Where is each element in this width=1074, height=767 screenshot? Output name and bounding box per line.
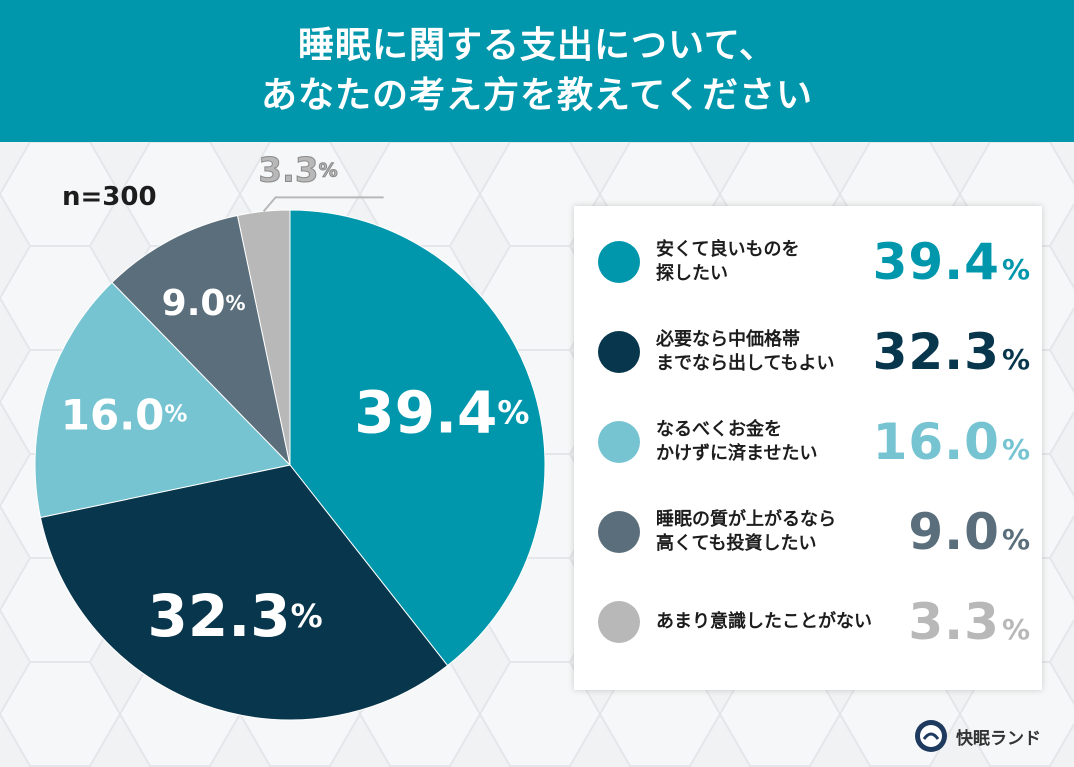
pie-slice-1 [39,464,449,721]
pie-slice-3 [111,214,291,467]
title-line-2: あなたの考え方を教えてください [260,75,814,116]
slice-value-label-1: 32.3% [148,582,323,650]
legend-swatch-0 [598,241,640,283]
pie-chart: 39.4% 32.3% 16.0% 9.0% 3.3% [34,150,546,721]
legend-value-3: 9.0% [908,503,1030,561]
legend-value-1: 32.3% [872,323,1030,381]
legend-item-1: 必要なら中価格帯 までなら出してもよい 32.3% [574,312,1042,392]
slice-value-label-0: 39.4% [354,378,529,446]
slice-value-label-4: 3.3% [258,151,337,191]
legend-label-2: なるべくお金を かけずに済ませたい [656,419,818,464]
slice-value-label-2: 16.0% [61,390,188,439]
legend-label-3: 睡眠の質が上がるなら 高くても投資したい [656,509,836,554]
header-banner: 睡眠に関する支出について、 あなたの考え方を教えてください [0,0,1074,142]
legend-value-4: 3.3% [908,593,1030,651]
title-line-1: 睡眠に関する支出について、 [297,25,777,66]
legend-swatch-2 [598,421,640,463]
slice-value-label-3: 9.0% [162,283,246,324]
sample-size-label: n=300 [62,182,157,212]
legend-item-2: なるべくお金を かけずに済ませたい 16.0% [574,402,1042,482]
legend-swatch-4 [598,601,640,643]
legend-item-4: あまり意識したことがない 3.3% [574,582,1042,662]
brand-emblem-icon [915,720,947,752]
legend-swatch-3 [598,511,640,553]
pie-slice-0 [289,209,546,667]
legend-swatch-1 [598,331,640,373]
legend-value-2: 16.0% [872,413,1030,471]
brand-logo: 快眠ランド [914,718,1041,754]
legend-label-0: 安くて良いものを 探したい [656,239,800,284]
slice-leader-line-4 [262,196,384,213]
pie-slice-4 [236,209,291,466]
legend-item-3: 睡眠の質が上がるなら 高くても投資したい 9.0% [574,492,1042,572]
legend-item-0: 安くて良いものを 探したい 39.4% [574,222,1042,302]
legend-label-1: 必要なら中価格帯 までなら出してもよい [656,329,835,374]
legend-label-4: あまり意識したことがない [656,611,872,632]
legend-value-0: 39.4% [872,233,1030,291]
pie-slice-2 [34,281,291,519]
brand-name: 快眠ランド [956,728,1041,749]
legend-panel: 安くて良いものを 探したい 39.4% 必要なら中価格帯 までなら出してもよい 32.… [574,206,1042,690]
